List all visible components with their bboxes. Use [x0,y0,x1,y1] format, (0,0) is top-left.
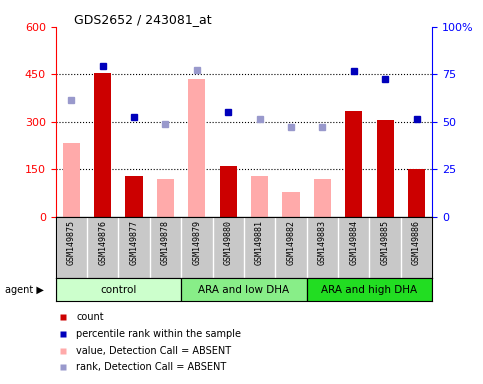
Bar [345,111,362,217]
Text: ARA and low DHA: ARA and low DHA [199,285,289,295]
Bar [220,166,237,217]
Text: GDS2652 / 243081_at: GDS2652 / 243081_at [74,13,212,26]
Bar [408,169,425,217]
Text: count: count [76,312,104,322]
Bar [307,278,432,301]
Text: GSM149885: GSM149885 [381,220,390,265]
Text: control: control [100,285,137,295]
Text: GSM149876: GSM149876 [98,220,107,265]
Text: GSM149882: GSM149882 [286,220,296,265]
Bar [94,73,111,217]
Text: value, Detection Call = ABSENT: value, Detection Call = ABSENT [76,346,231,356]
Text: GSM149875: GSM149875 [67,220,76,265]
Text: GSM149880: GSM149880 [224,220,233,265]
Bar [251,176,268,217]
Text: agent ▶: agent ▶ [5,285,43,295]
Bar [181,278,307,301]
Bar [126,176,142,217]
Bar [157,179,174,217]
Bar [377,120,394,217]
Bar [188,79,205,217]
Text: GSM149877: GSM149877 [129,220,139,265]
Text: percentile rank within the sample: percentile rank within the sample [76,329,242,339]
Text: rank, Detection Call = ABSENT: rank, Detection Call = ABSENT [76,362,227,372]
Bar [63,142,80,217]
Bar [283,192,299,217]
Text: GSM149878: GSM149878 [161,220,170,265]
Text: ARA and high DHA: ARA and high DHA [321,285,418,295]
Text: GSM149884: GSM149884 [349,220,358,265]
Text: GSM149883: GSM149883 [318,220,327,265]
Bar [314,179,331,217]
Text: GSM149881: GSM149881 [255,220,264,265]
Text: GSM149879: GSM149879 [192,220,201,265]
Bar [56,278,181,301]
Text: GSM149886: GSM149886 [412,220,421,265]
